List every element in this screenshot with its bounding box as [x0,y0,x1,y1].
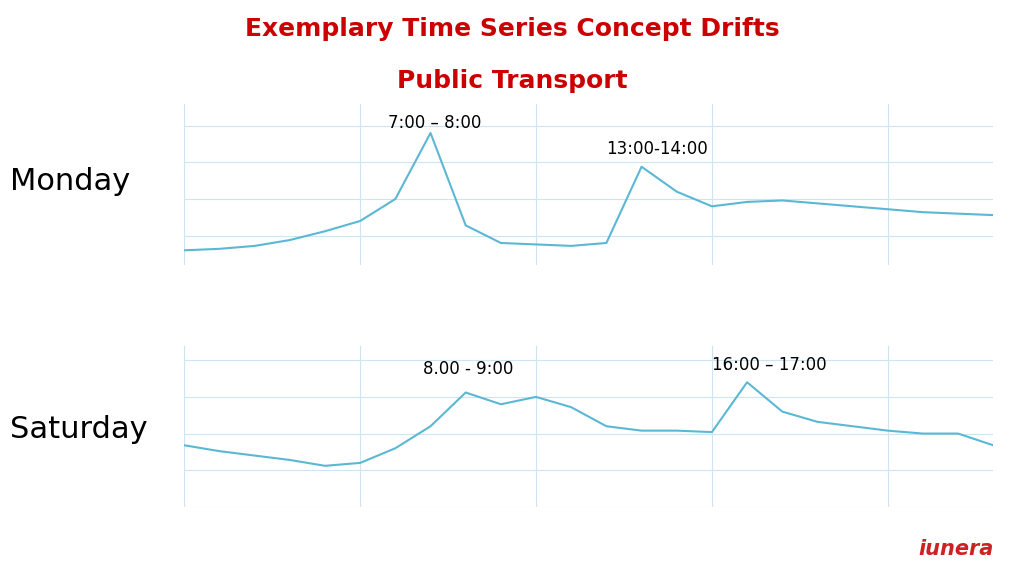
Text: 8.00 - 9:00: 8.00 - 9:00 [424,360,514,378]
Text: Monday: Monday [10,167,130,196]
Text: Saturday: Saturday [10,415,147,444]
Text: Public Transport: Public Transport [396,69,628,93]
Text: iunera: iunera [918,539,993,559]
Text: 16:00 – 17:00: 16:00 – 17:00 [712,356,826,374]
Text: Exemplary Time Series Concept Drifts: Exemplary Time Series Concept Drifts [245,17,779,41]
Text: 13:00-14:00: 13:00-14:00 [606,141,709,158]
Text: 7:00 – 8:00: 7:00 – 8:00 [388,114,481,132]
